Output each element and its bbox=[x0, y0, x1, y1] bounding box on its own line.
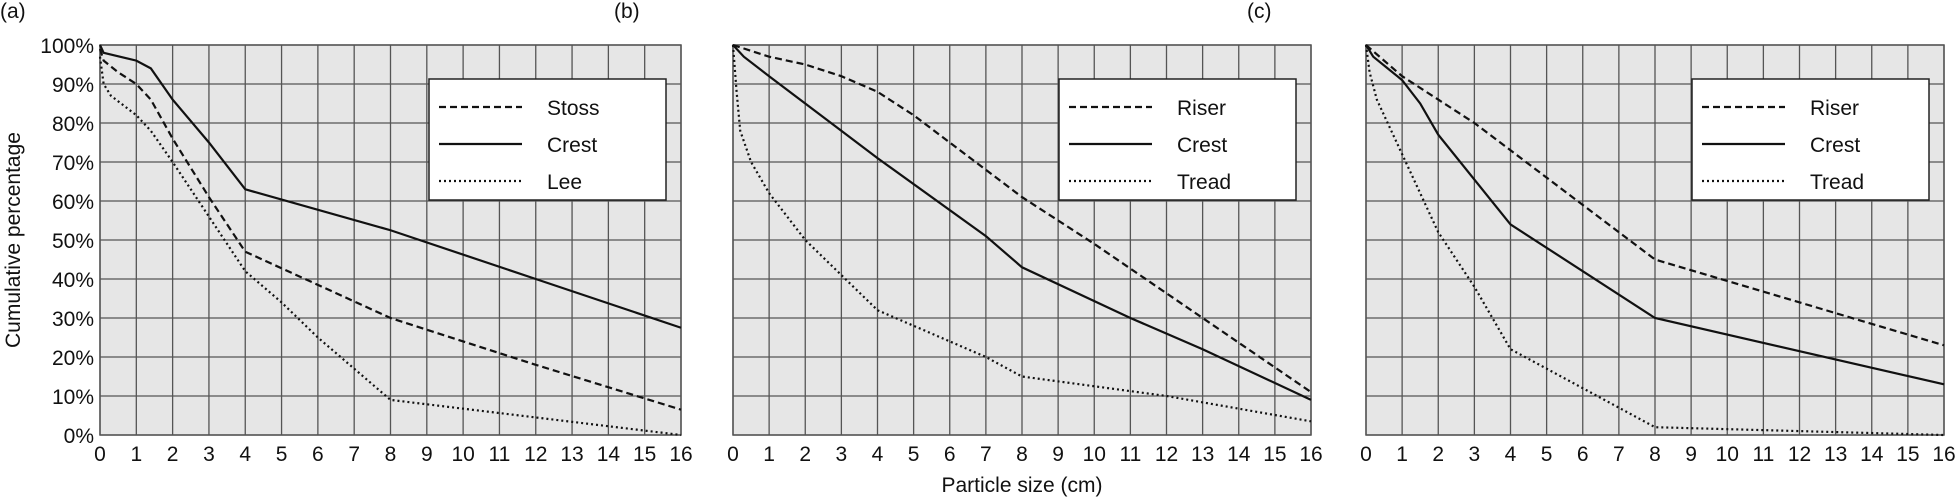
x-tick-label: 3 bbox=[836, 443, 848, 466]
legend: Riser Crest Tread bbox=[1691, 78, 1930, 201]
x-tick-label: 4 bbox=[239, 443, 251, 466]
y-tick-label: 40% bbox=[52, 269, 94, 292]
x-tick-label: 15 bbox=[1896, 443, 1919, 466]
x-tick-label: 16 bbox=[1932, 443, 1955, 466]
legend: Riser Crest Tread bbox=[1058, 78, 1297, 201]
panel-a: 0 1 2 3 4 5 6 7 8 9 10 11 12 13 14 15 160%10%20%30%40%50… bbox=[0, 0, 693, 466]
x-tick-label: 15 bbox=[633, 443, 656, 466]
series-line-crest bbox=[1365, 44, 1945, 386]
panel-c: 0 1 2 3 4 5 6 7 8 9 10 11 12 13 14 15 16(c)RiserCrestTre… bbox=[1247, 0, 1956, 466]
legend-label: Riser bbox=[1177, 97, 1226, 120]
x-tick-label: 9 bbox=[1052, 443, 1064, 466]
x-tick-label: 13 bbox=[1824, 443, 1847, 466]
legend-label: Crest bbox=[1177, 134, 1227, 157]
x-tick-label: 4 bbox=[1505, 443, 1517, 466]
x-tick-label: 15 bbox=[1263, 443, 1286, 466]
x-tick-label: 5 bbox=[1541, 443, 1553, 466]
x-tick-label: 8 bbox=[1016, 443, 1028, 466]
series-line-tread bbox=[1364, 44, 1945, 437]
y-tick-label: 100% bbox=[40, 35, 94, 58]
x-tick-label: 16 bbox=[1299, 443, 1322, 466]
series-line-stoss bbox=[98, 48, 682, 411]
x-tick-label: 7 bbox=[980, 443, 992, 466]
x-tick-label: 6 bbox=[312, 443, 324, 466]
x-tick-label: 4 bbox=[872, 443, 884, 466]
x-tick-label: 6 bbox=[1577, 443, 1589, 466]
x-tick-label: 8 bbox=[385, 443, 397, 466]
legend-label: Stoss bbox=[547, 97, 600, 120]
legend: Stoss Crest Lee bbox=[428, 78, 667, 201]
x-tick-label: 14 bbox=[1227, 443, 1251, 466]
x-tick-label: 7 bbox=[1613, 443, 1625, 466]
y-tick-label: 0% bbox=[64, 425, 94, 448]
x-tick-label: 0 bbox=[94, 443, 106, 466]
x-tick-label: 7 bbox=[348, 443, 360, 466]
x-tick-label: 14 bbox=[597, 443, 621, 466]
legend-label: Crest bbox=[547, 134, 597, 157]
panel-label: (a) bbox=[0, 0, 26, 23]
x-tick-label: 13 bbox=[560, 443, 583, 466]
legend-label: Tread bbox=[1810, 171, 1864, 194]
x-tick-label: 0 bbox=[1360, 443, 1372, 466]
x-tick-label: 6 bbox=[944, 443, 956, 466]
y-tick-label: 90% bbox=[52, 74, 94, 97]
y-tick-label: 70% bbox=[52, 152, 94, 175]
series-line-crest bbox=[732, 44, 1312, 401]
x-tick-label: 13 bbox=[1191, 443, 1214, 466]
series-line-riser bbox=[732, 43, 1312, 394]
series-line-crest bbox=[99, 44, 682, 329]
series-line-riser bbox=[1365, 44, 1945, 347]
x-tick-label: 9 bbox=[1685, 443, 1697, 466]
x-tick-label: 2 bbox=[167, 443, 179, 466]
x-tick-label: 8 bbox=[1649, 443, 1661, 466]
x-tick-label: 11 bbox=[1752, 443, 1774, 466]
x-tick-label: 10 bbox=[451, 443, 474, 466]
y-axis-label: Cumulative percentage bbox=[2, 132, 25, 348]
legend-label: Crest bbox=[1810, 134, 1860, 157]
x-tick-label: 12 bbox=[1155, 443, 1178, 466]
x-tick-label: 3 bbox=[1469, 443, 1481, 466]
legend-label: Lee bbox=[547, 171, 582, 194]
x-tick-label: 3 bbox=[203, 443, 215, 466]
y-tick-label: 10% bbox=[52, 386, 94, 409]
x-tick-label: 2 bbox=[799, 443, 811, 466]
x-tick-label: 0 bbox=[727, 443, 739, 466]
x-tick-label: 11 bbox=[489, 443, 511, 466]
x-tick-label: 12 bbox=[524, 443, 547, 466]
y-tick-label: 50% bbox=[52, 230, 94, 253]
y-tick-label: 80% bbox=[52, 113, 94, 136]
x-tick-label: 5 bbox=[908, 443, 920, 466]
x-tick-label: 10 bbox=[1083, 443, 1106, 466]
legend-label: Tread bbox=[1177, 171, 1231, 194]
x-tick-label: 14 bbox=[1860, 443, 1884, 466]
panel-label: (b) bbox=[614, 0, 640, 23]
x-tick-label: 1 bbox=[1396, 443, 1408, 466]
x-tick-label: 1 bbox=[130, 443, 142, 466]
panel-label: (c) bbox=[1247, 0, 1272, 23]
x-tick-label: 2 bbox=[1432, 443, 1444, 466]
x-tick-label: 9 bbox=[421, 443, 433, 466]
y-tick-label: 20% bbox=[52, 347, 94, 370]
x-axis-label: Particle size (cm) bbox=[941, 474, 1102, 497]
y-tick-label: 60% bbox=[52, 191, 94, 214]
panel-b: 0 1 2 3 4 5 6 7 8 9 10 11 12 13 14 15 16(b)RiserCrestTre… bbox=[614, 0, 1323, 466]
series-line-lee bbox=[98, 56, 682, 437]
x-tick-label: 1 bbox=[763, 443, 775, 466]
x-tick-label: 16 bbox=[669, 443, 692, 466]
x-tick-label: 11 bbox=[1119, 443, 1141, 466]
y-tick-label: 30% bbox=[52, 308, 94, 331]
x-tick-label: 10 bbox=[1716, 443, 1739, 466]
x-tick-label: 12 bbox=[1788, 443, 1811, 466]
legend-label: Riser bbox=[1810, 97, 1859, 120]
x-tick-label: 5 bbox=[276, 443, 288, 466]
